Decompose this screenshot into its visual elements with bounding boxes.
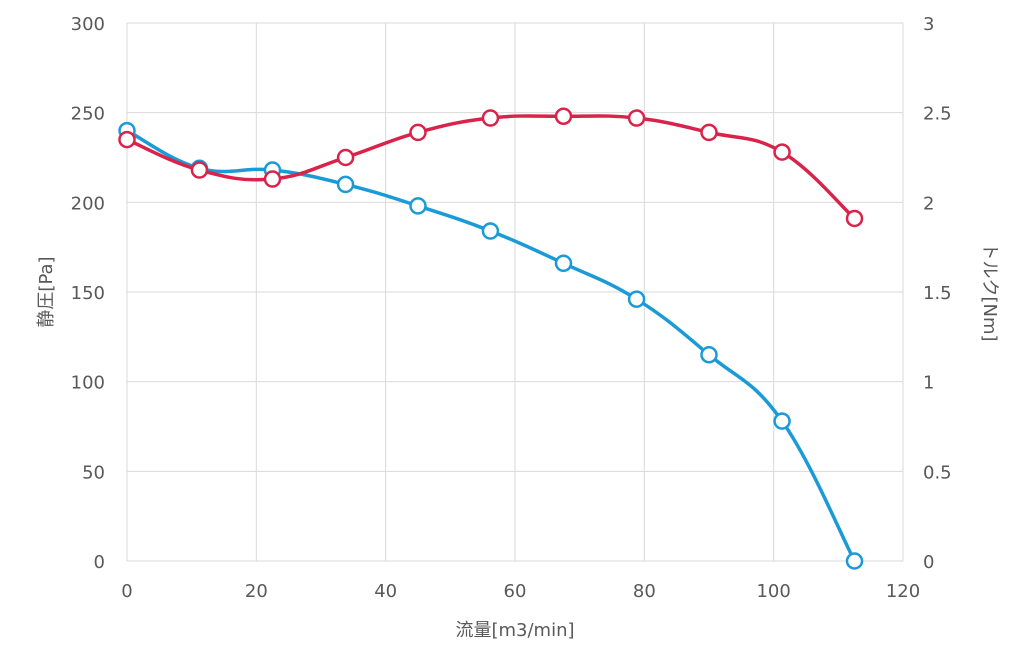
grid-lines: [126, 22, 904, 562]
data-point: [554, 254, 573, 273]
data-point: [773, 143, 791, 161]
data-point: [700, 123, 718, 142]
data-point: [773, 412, 791, 430]
data-point: [627, 290, 646, 308]
data-point: [409, 197, 427, 215]
series-line: [125, 128, 857, 563]
y2-tick-label: 3: [923, 14, 934, 35]
y2-tick-label: 2.5: [923, 104, 952, 125]
x-axis-ticks: 0 20 40 60 80 100 120: [121, 581, 920, 602]
y2-axis-ticks: 0 0.5 1 1.5 2 2.5 3: [923, 14, 952, 573]
data-point: [336, 148, 355, 167]
y2-axis-title: トルク[Nm]: [979, 242, 1000, 341]
y-tick-label: 150: [71, 283, 105, 304]
x-tick-label: 80: [633, 581, 656, 602]
series-static-pressure: [118, 121, 864, 570]
data-point: [409, 123, 427, 142]
x-tick-label: 120: [886, 581, 920, 602]
x-tick-label: 60: [504, 581, 527, 602]
y2-tick-label: 0.5: [923, 462, 952, 483]
data-point: [336, 175, 355, 194]
y2-tick-label: 1: [923, 373, 934, 394]
data-point: [481, 109, 500, 127]
y2-tick-label: 2: [923, 193, 934, 214]
x-tick-label: 20: [245, 581, 268, 602]
data-point: [700, 346, 718, 364]
series-line: [125, 114, 857, 221]
y2-tick-label: 1.5: [923, 283, 952, 304]
data-point: [845, 552, 864, 570]
series-torque: [118, 107, 864, 228]
y-axis-ticks: 0 50 100 150 200 250 300: [71, 14, 105, 573]
data-point: [190, 161, 209, 179]
data-point: [481, 222, 500, 240]
y-tick-label: 200: [71, 193, 105, 214]
data-point: [627, 109, 646, 127]
data-point: [118, 130, 136, 149]
y-tick-label: 100: [71, 373, 105, 394]
series-layer: [118, 107, 864, 570]
y-tick-label: 50: [82, 462, 105, 483]
x-tick-label: 0: [121, 581, 132, 602]
y-tick-label: 300: [71, 14, 105, 35]
y2-tick-label: 0: [923, 552, 934, 573]
y-tick-label: 0: [94, 552, 105, 573]
x-axis-title: 流量[m3/min]: [455, 620, 574, 641]
data-point: [263, 170, 282, 188]
data-point: [554, 107, 573, 126]
x-tick-label: 40: [374, 581, 397, 602]
x-tick-label: 100: [756, 581, 790, 602]
y-tick-label: 250: [71, 104, 105, 125]
data-point: [845, 209, 864, 228]
y-axis-title: 静圧[Pa]: [36, 256, 57, 327]
